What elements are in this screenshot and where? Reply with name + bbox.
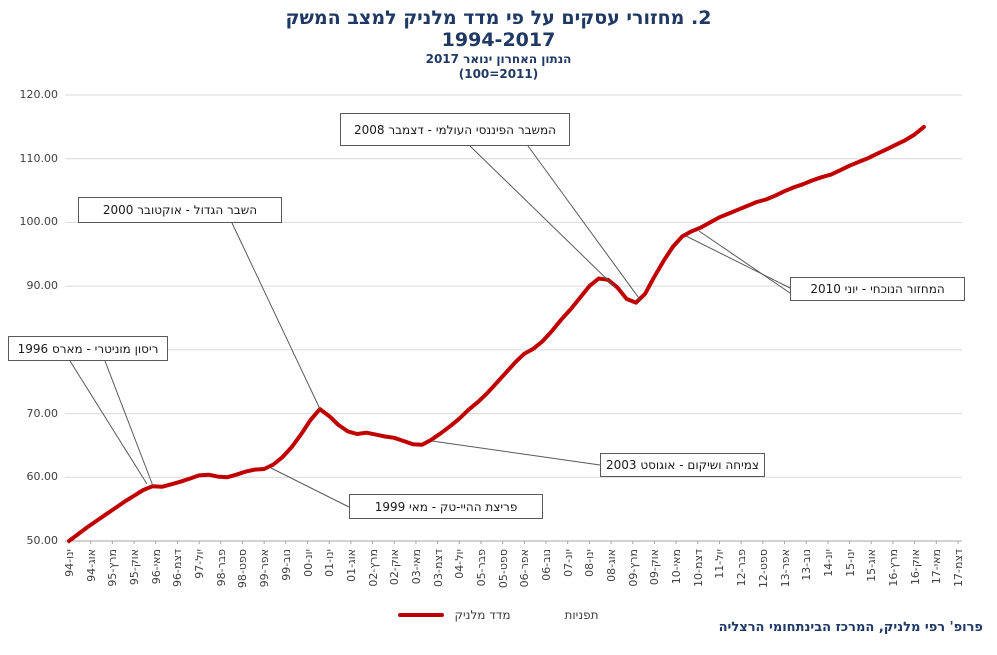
chart-header: 2. מחזורי עסקים על פי מדד מלניק למצב המש… (0, 8, 997, 82)
x-axis-label: ינו-01 (323, 549, 336, 577)
x-axis-label: נוב-99 (280, 549, 293, 581)
x-axis-label: פבר-98 (215, 549, 228, 586)
x-axis-label: מרץ-09 (627, 549, 640, 587)
x-axis-label: נוב-13 (800, 549, 813, 581)
x-axis-label: דצמ-10 (692, 549, 705, 587)
annotation-leader-line (699, 231, 790, 293)
annotation-leader-line (528, 146, 641, 301)
x-axis-label: יונ-14 (822, 549, 835, 577)
y-axis-label: 50.00 (10, 534, 58, 547)
x-axis-label: דצמ-03 (432, 549, 445, 587)
x-axis-label: אוג-08 (605, 549, 618, 582)
x-axis-label: ספט-05 (497, 549, 510, 588)
x-axis-label: אוק-95 (128, 549, 141, 585)
y-axis-label: 90.00 (10, 279, 58, 292)
y-axis-label: 120.00 (10, 88, 58, 101)
x-axis-label: ינו-15 (844, 549, 857, 577)
melnick-series-swatch (398, 613, 444, 617)
annotation-leader-line (70, 361, 147, 484)
annotation-leader-line (271, 468, 349, 507)
x-axis-label: אפר-13 (779, 549, 792, 587)
annotation-current-cycle: המחזור הנוכחי - יוני 2010 (790, 277, 965, 301)
x-axis-label: דצמ-17 (952, 549, 965, 587)
x-axis-label: פבר-05 (475, 549, 488, 586)
y-axis-label: 100.00 (10, 215, 58, 228)
x-axis-label: אפר-06 (518, 549, 531, 587)
x-axis-label: אוג-01 (345, 549, 358, 582)
annotation-monetary-restraint: ריסון מוניטרי - מארס 1996 (8, 336, 168, 361)
y-axis-label: 60.00 (10, 470, 58, 483)
annotation-hitech-breakout: פריצת ההיי-טק - מאי 1999 (349, 494, 543, 519)
annotation-leader-line (686, 236, 790, 288)
x-axis-label: אוק-16 (909, 549, 922, 585)
y-axis-label: 110.00 (10, 152, 58, 165)
annotation-leader-line (470, 146, 615, 287)
source-credit: פרופ' רפי מלניק, המרכז הבינתחומי הרצליה (719, 620, 983, 635)
chart-title-years: 1994-2017 (0, 30, 997, 52)
annotation-leader-line (432, 441, 600, 465)
x-axis-label: מרץ-95 (106, 549, 119, 587)
x-axis-label: ינו-94 (63, 549, 76, 577)
x-axis-label: מרץ-02 (367, 549, 380, 587)
x-axis-label: ספט-98 (236, 549, 249, 588)
x-axis-label: נוב-06 (540, 549, 553, 581)
chart-subtitle-base-year: (100=2011) (0, 67, 997, 82)
annotation-leader-line (232, 223, 320, 409)
x-axis-label: מאי-17 (930, 549, 943, 584)
x-axis-label: מרץ-16 (887, 549, 900, 587)
x-axis-label: אפר-99 (258, 549, 271, 587)
x-axis-label: יול-97 (193, 549, 206, 579)
x-axis-label: יול-11 (713, 549, 726, 579)
x-axis-label: אוק-09 (648, 549, 661, 585)
x-axis-label: אוג-15 (865, 549, 878, 582)
x-axis-label: יונ-07 (562, 549, 575, 577)
x-axis-label: פבר-12 (735, 549, 748, 586)
turnings-legend-label: תפניות (565, 608, 599, 622)
x-axis-label: יונ-00 (302, 549, 315, 577)
melnick-index-series-line (69, 127, 924, 541)
annotation-leader-line (105, 361, 153, 486)
business-cycle-chart: 120.00110.00100.0090.0080.0070.0060.0050… (0, 0, 997, 655)
x-axis-label: מאי-96 (150, 549, 163, 584)
annotation-financial-crisis: המשבר הפיננסי העולמי - דצמבר 2008 (340, 113, 570, 146)
x-axis-label: מאי-03 (410, 549, 423, 584)
x-axis-label: יול-04 (453, 549, 466, 579)
annotation-great-break: השבר הגדול - אוקטובר 2000 (78, 197, 282, 223)
x-axis-label: אוג-94 (85, 549, 98, 582)
annotation-growth-recovery: צמיחה ושיקום - אוגוסט 2003 (600, 453, 765, 477)
chart-title: 2. מחזורי עסקים על פי מדד מלניק למצב המש… (0, 8, 997, 30)
melnick-series-legend-label: מדד מלניק (454, 608, 510, 622)
y-axis-label: 70.00 (10, 407, 58, 420)
x-axis-label: ספט-12 (757, 549, 770, 588)
x-axis-label: אוק-02 (388, 549, 401, 585)
chart-subtitle-latest: הנתון האחרון ינואר 2017 (0, 52, 997, 67)
x-axis-label: דצמ-96 (171, 549, 184, 587)
x-axis-label: מאי-10 (670, 549, 683, 584)
x-axis-label: ינו-08 (583, 549, 596, 577)
